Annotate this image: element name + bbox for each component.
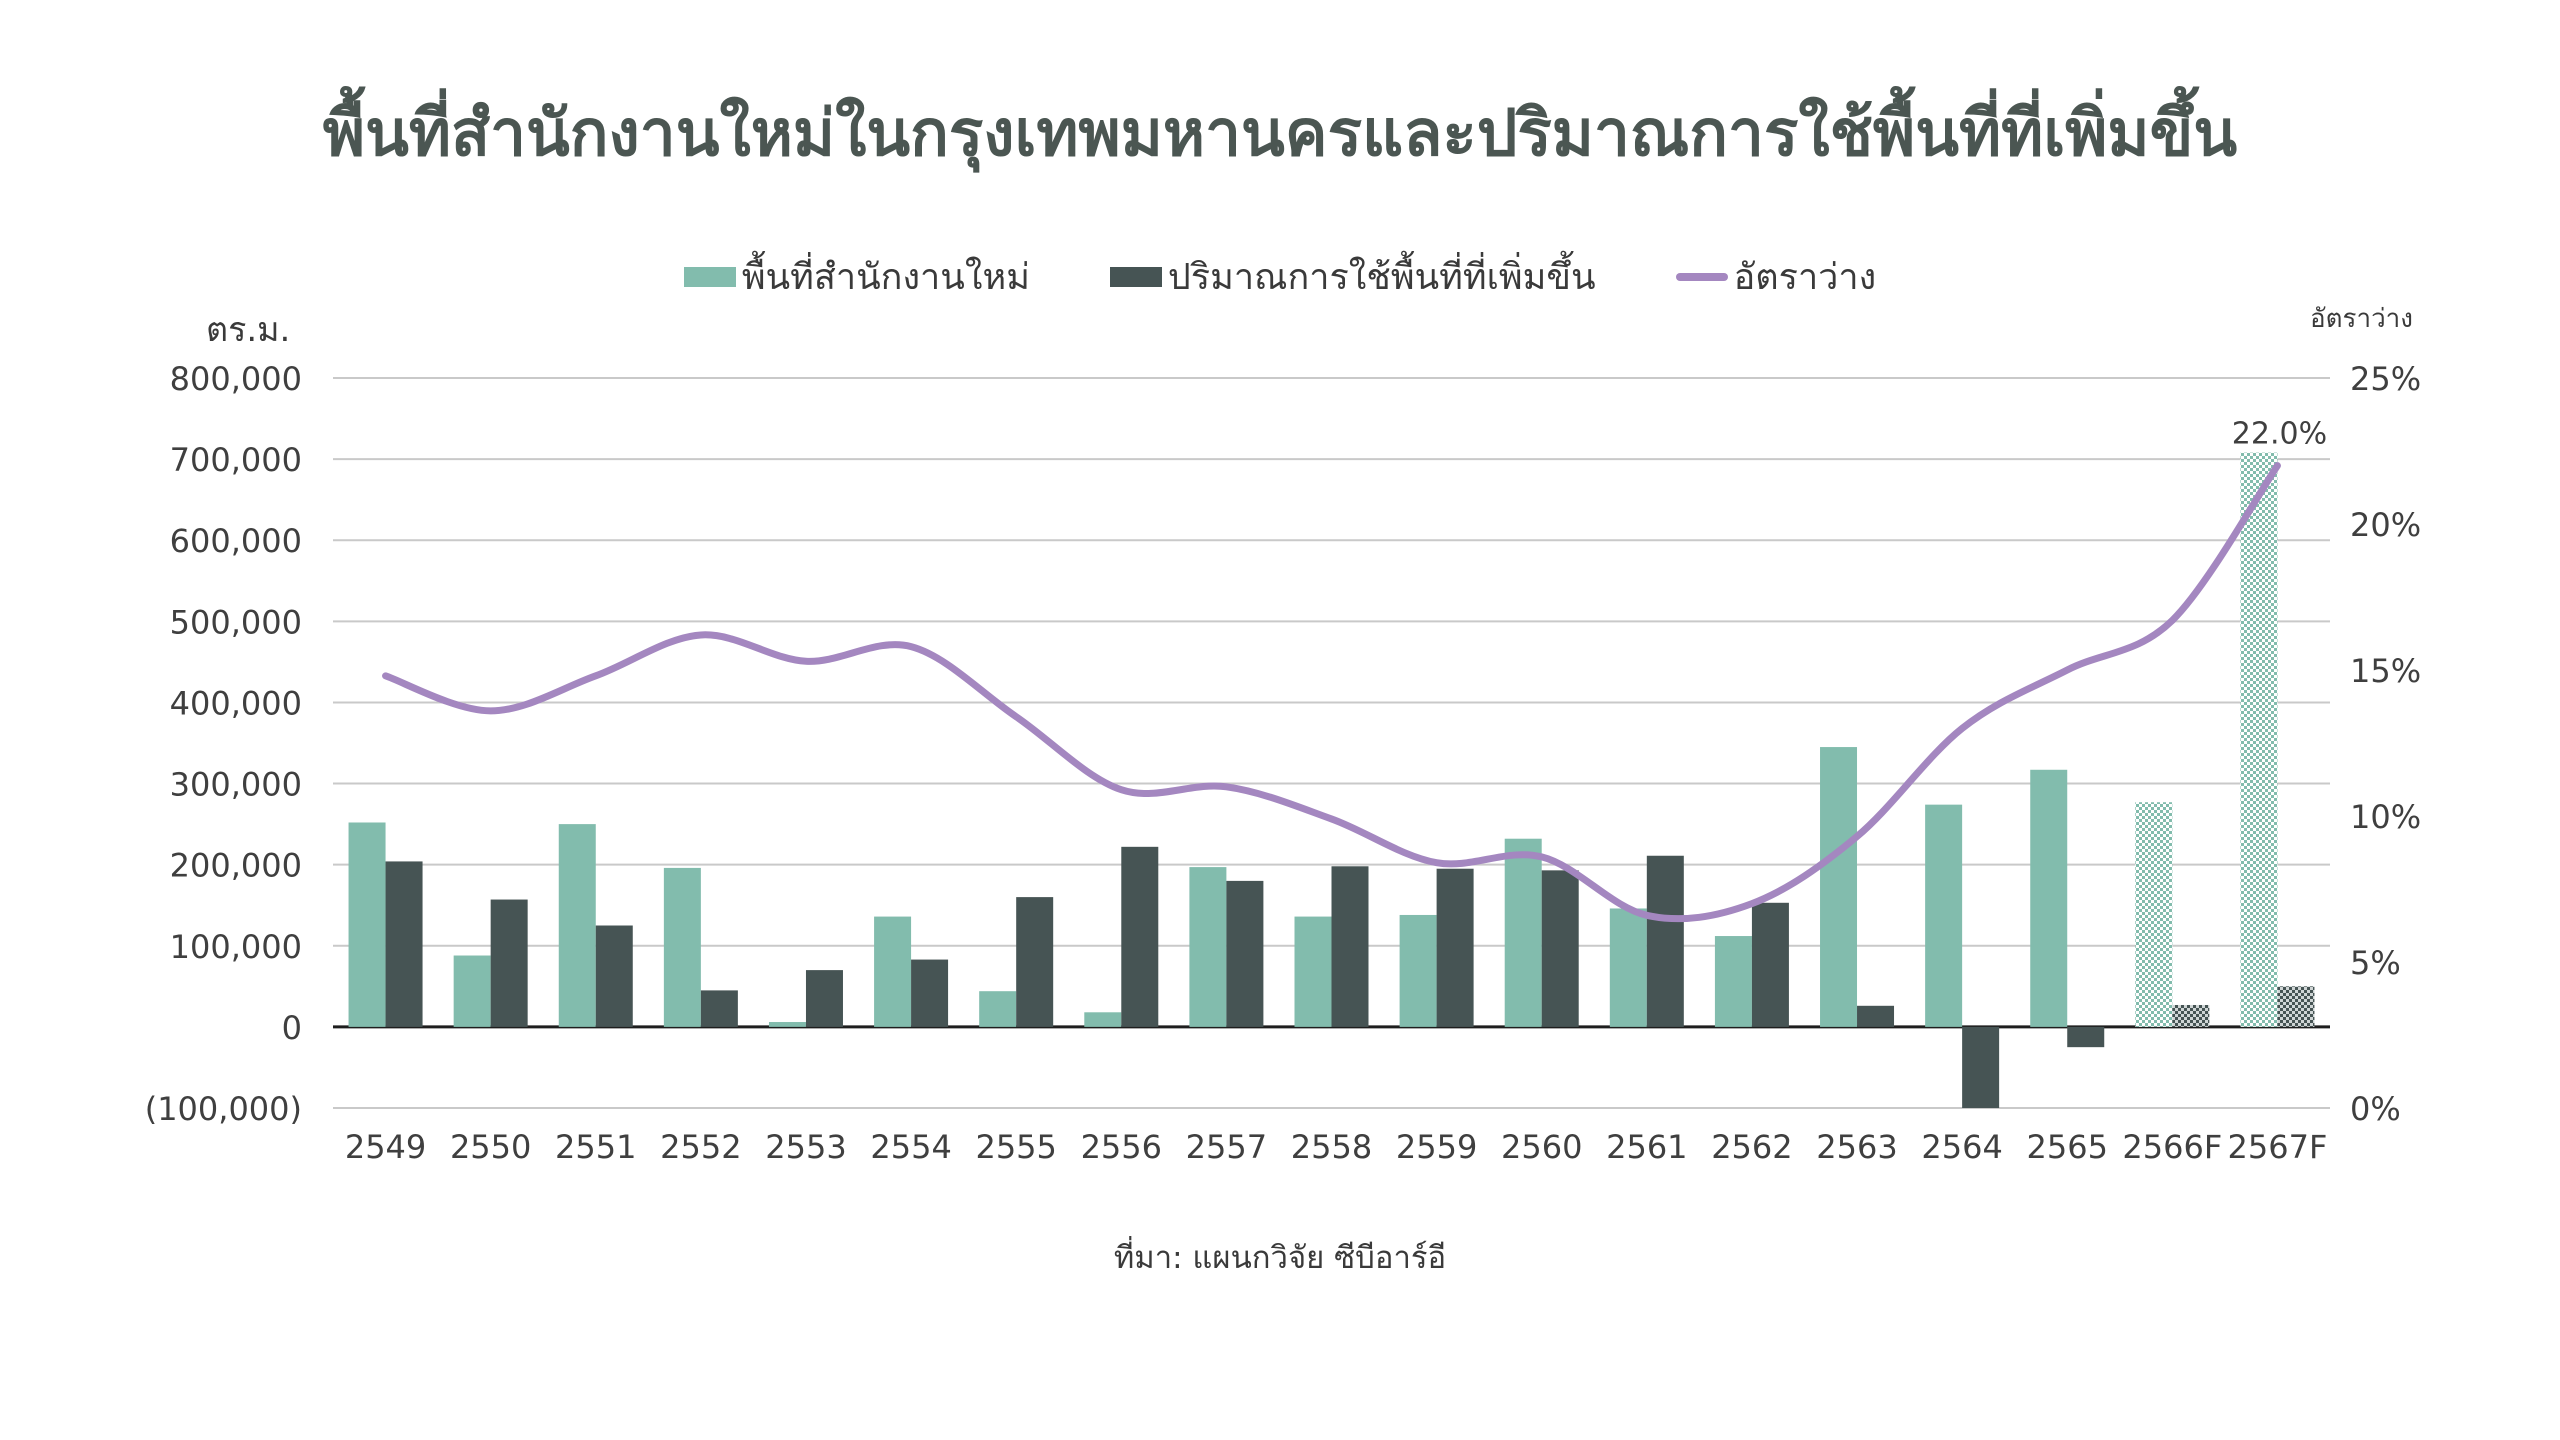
- y-tick-label: 200,000: [170, 847, 302, 885]
- bar-new-supply: [1609, 908, 1647, 1027]
- source-note: ที่มา: แผนกวิจัย ซีบีอาร์อี: [1113, 1240, 1447, 1276]
- bar-new-supply: [1714, 936, 1752, 1027]
- bar-new-supply: [1820, 747, 1858, 1027]
- x-tick-label: 2564: [1921, 1128, 2002, 1166]
- y-tick-label: (100,000): [145, 1090, 302, 1128]
- y2-tick-label: 0%: [2350, 1090, 2401, 1128]
- x-tick-label: 2555: [975, 1128, 1056, 1166]
- bar-net-absorption: [911, 959, 949, 1027]
- bar-net-absorption: [1962, 1026, 2000, 1108]
- legend-item-vacancy-rate[interactable]: อัตราว่าง: [1675, 248, 1877, 305]
- x-tick-label: 2549: [345, 1128, 426, 1166]
- y2-tick-label: 20%: [2350, 506, 2421, 544]
- bar-net-absorption: [1857, 1005, 1895, 1027]
- bar-net-absorption: [2172, 1004, 2210, 1027]
- bar-new-supply: [979, 991, 1017, 1027]
- bar-net-absorption: [2067, 1026, 2105, 1048]
- y-tick-label: 500,000: [170, 603, 302, 641]
- x-tick-label: 2567F: [2228, 1128, 2328, 1166]
- legend-label-vacancy-rate: อัตราว่าง: [1733, 257, 1877, 298]
- bar-new-supply: [1084, 1012, 1122, 1027]
- legend-swatch-net-absorption: [1109, 266, 1162, 287]
- bar-net-absorption: [1016, 897, 1054, 1027]
- x-tick-label: 2552: [660, 1128, 741, 1166]
- bar-new-supply: [1189, 867, 1227, 1027]
- y-axis-left-label: ตร.ม.: [206, 310, 291, 350]
- vacancy-rate-line: [382, 462, 2281, 923]
- y-tick-label: 0: [282, 1009, 302, 1047]
- x-tick-label: 2563: [1816, 1128, 1897, 1166]
- data-label: 22.0%: [2232, 417, 2327, 452]
- x-tick-label: 2566F: [2122, 1128, 2222, 1166]
- y2-tick-label: 15%: [2350, 652, 2421, 690]
- bar-net-absorption: [1541, 870, 1579, 1027]
- bar-net-absorption: [2277, 986, 2315, 1027]
- bar-net-absorption: [1646, 855, 1684, 1027]
- bar-net-absorption: [1331, 866, 1369, 1027]
- bar-new-supply: [2240, 452, 2278, 1027]
- x-tick-label: 2565: [2027, 1128, 2108, 1166]
- y2-tick-label: 25%: [2350, 360, 2421, 398]
- x-tick-label: 2553: [765, 1128, 846, 1166]
- legend-item-new-supply[interactable]: พื้นที่สำนักงานใหม่: [683, 248, 1030, 305]
- x-tick-label: 2560: [1501, 1128, 1582, 1166]
- y-tick-label: 700,000: [170, 441, 302, 479]
- bar-net-absorption: [1121, 846, 1159, 1027]
- x-tick-label: 2557: [1186, 1128, 1267, 1166]
- bar-new-supply: [1294, 916, 1332, 1027]
- bar-new-supply: [2030, 769, 2068, 1027]
- bar-net-absorption: [1751, 902, 1789, 1027]
- y-tick-label: 300,000: [170, 766, 302, 804]
- y-tick-label: 800,000: [170, 360, 302, 398]
- x-tick-label: 2554: [870, 1128, 951, 1166]
- bar-new-supply: [768, 1022, 806, 1027]
- x-tick-label: 2561: [1606, 1128, 1687, 1166]
- x-tick-label: 2556: [1081, 1128, 1162, 1166]
- bar-new-supply: [1399, 914, 1437, 1027]
- bar-net-absorption: [1436, 868, 1474, 1027]
- legend-label-new-supply: พื้นที่สำนักงานใหม่: [741, 257, 1030, 298]
- bar-new-supply: [874, 916, 912, 1027]
- bar-new-supply: [1504, 838, 1542, 1027]
- legend-swatch-new-supply: [683, 266, 736, 287]
- bar-new-supply: [2135, 802, 2173, 1027]
- bar-new-supply: [663, 867, 701, 1027]
- bar-new-supply: [558, 824, 596, 1027]
- legend-label-net-absorption: ปริมาณการใช้พื้นที่ที่เพิ่มขึ้น: [1167, 257, 1596, 298]
- x-tick-label: 2559: [1396, 1128, 1477, 1166]
- bar-net-absorption: [595, 925, 633, 1027]
- legend-item-net-absorption[interactable]: ปริมาณการใช้พื้นที่ที่เพิ่มขึ้น: [1109, 248, 1596, 305]
- bar-net-absorption: [385, 861, 423, 1027]
- x-tick-label: 2558: [1291, 1128, 1372, 1166]
- bar-new-supply: [348, 822, 386, 1027]
- legend-swatch-vacancy-rate: [1675, 272, 1728, 281]
- bar-net-absorption: [490, 899, 528, 1027]
- y2-tick-label: 10%: [2350, 798, 2421, 836]
- chart-title: พื้นที่สำนักงานใหม่ในกรุงเทพมหานครและปริ…: [322, 96, 2238, 171]
- y2-tick-label: 5%: [2350, 944, 2401, 982]
- x-tick-label: 2551: [555, 1128, 636, 1166]
- bar-net-absorption: [805, 970, 843, 1027]
- bar-net-absorption: [1226, 880, 1264, 1027]
- y-tick-label: 400,000: [170, 684, 302, 722]
- bar-new-supply: [1925, 804, 1963, 1027]
- y-axis-right-label: อัตราว่าง: [2310, 304, 2413, 334]
- bar-new-supply: [453, 955, 491, 1027]
- legend: พื้นที่สำนักงานใหม่ ปริมาณการใช้พื้นที่ท…: [0, 248, 2560, 305]
- y-tick-label: 600,000: [170, 522, 302, 560]
- x-tick-label: 2550: [450, 1128, 531, 1166]
- x-tick-label: 2562: [1711, 1128, 1792, 1166]
- y-tick-label: 100,000: [170, 928, 302, 966]
- bar-net-absorption: [700, 990, 738, 1027]
